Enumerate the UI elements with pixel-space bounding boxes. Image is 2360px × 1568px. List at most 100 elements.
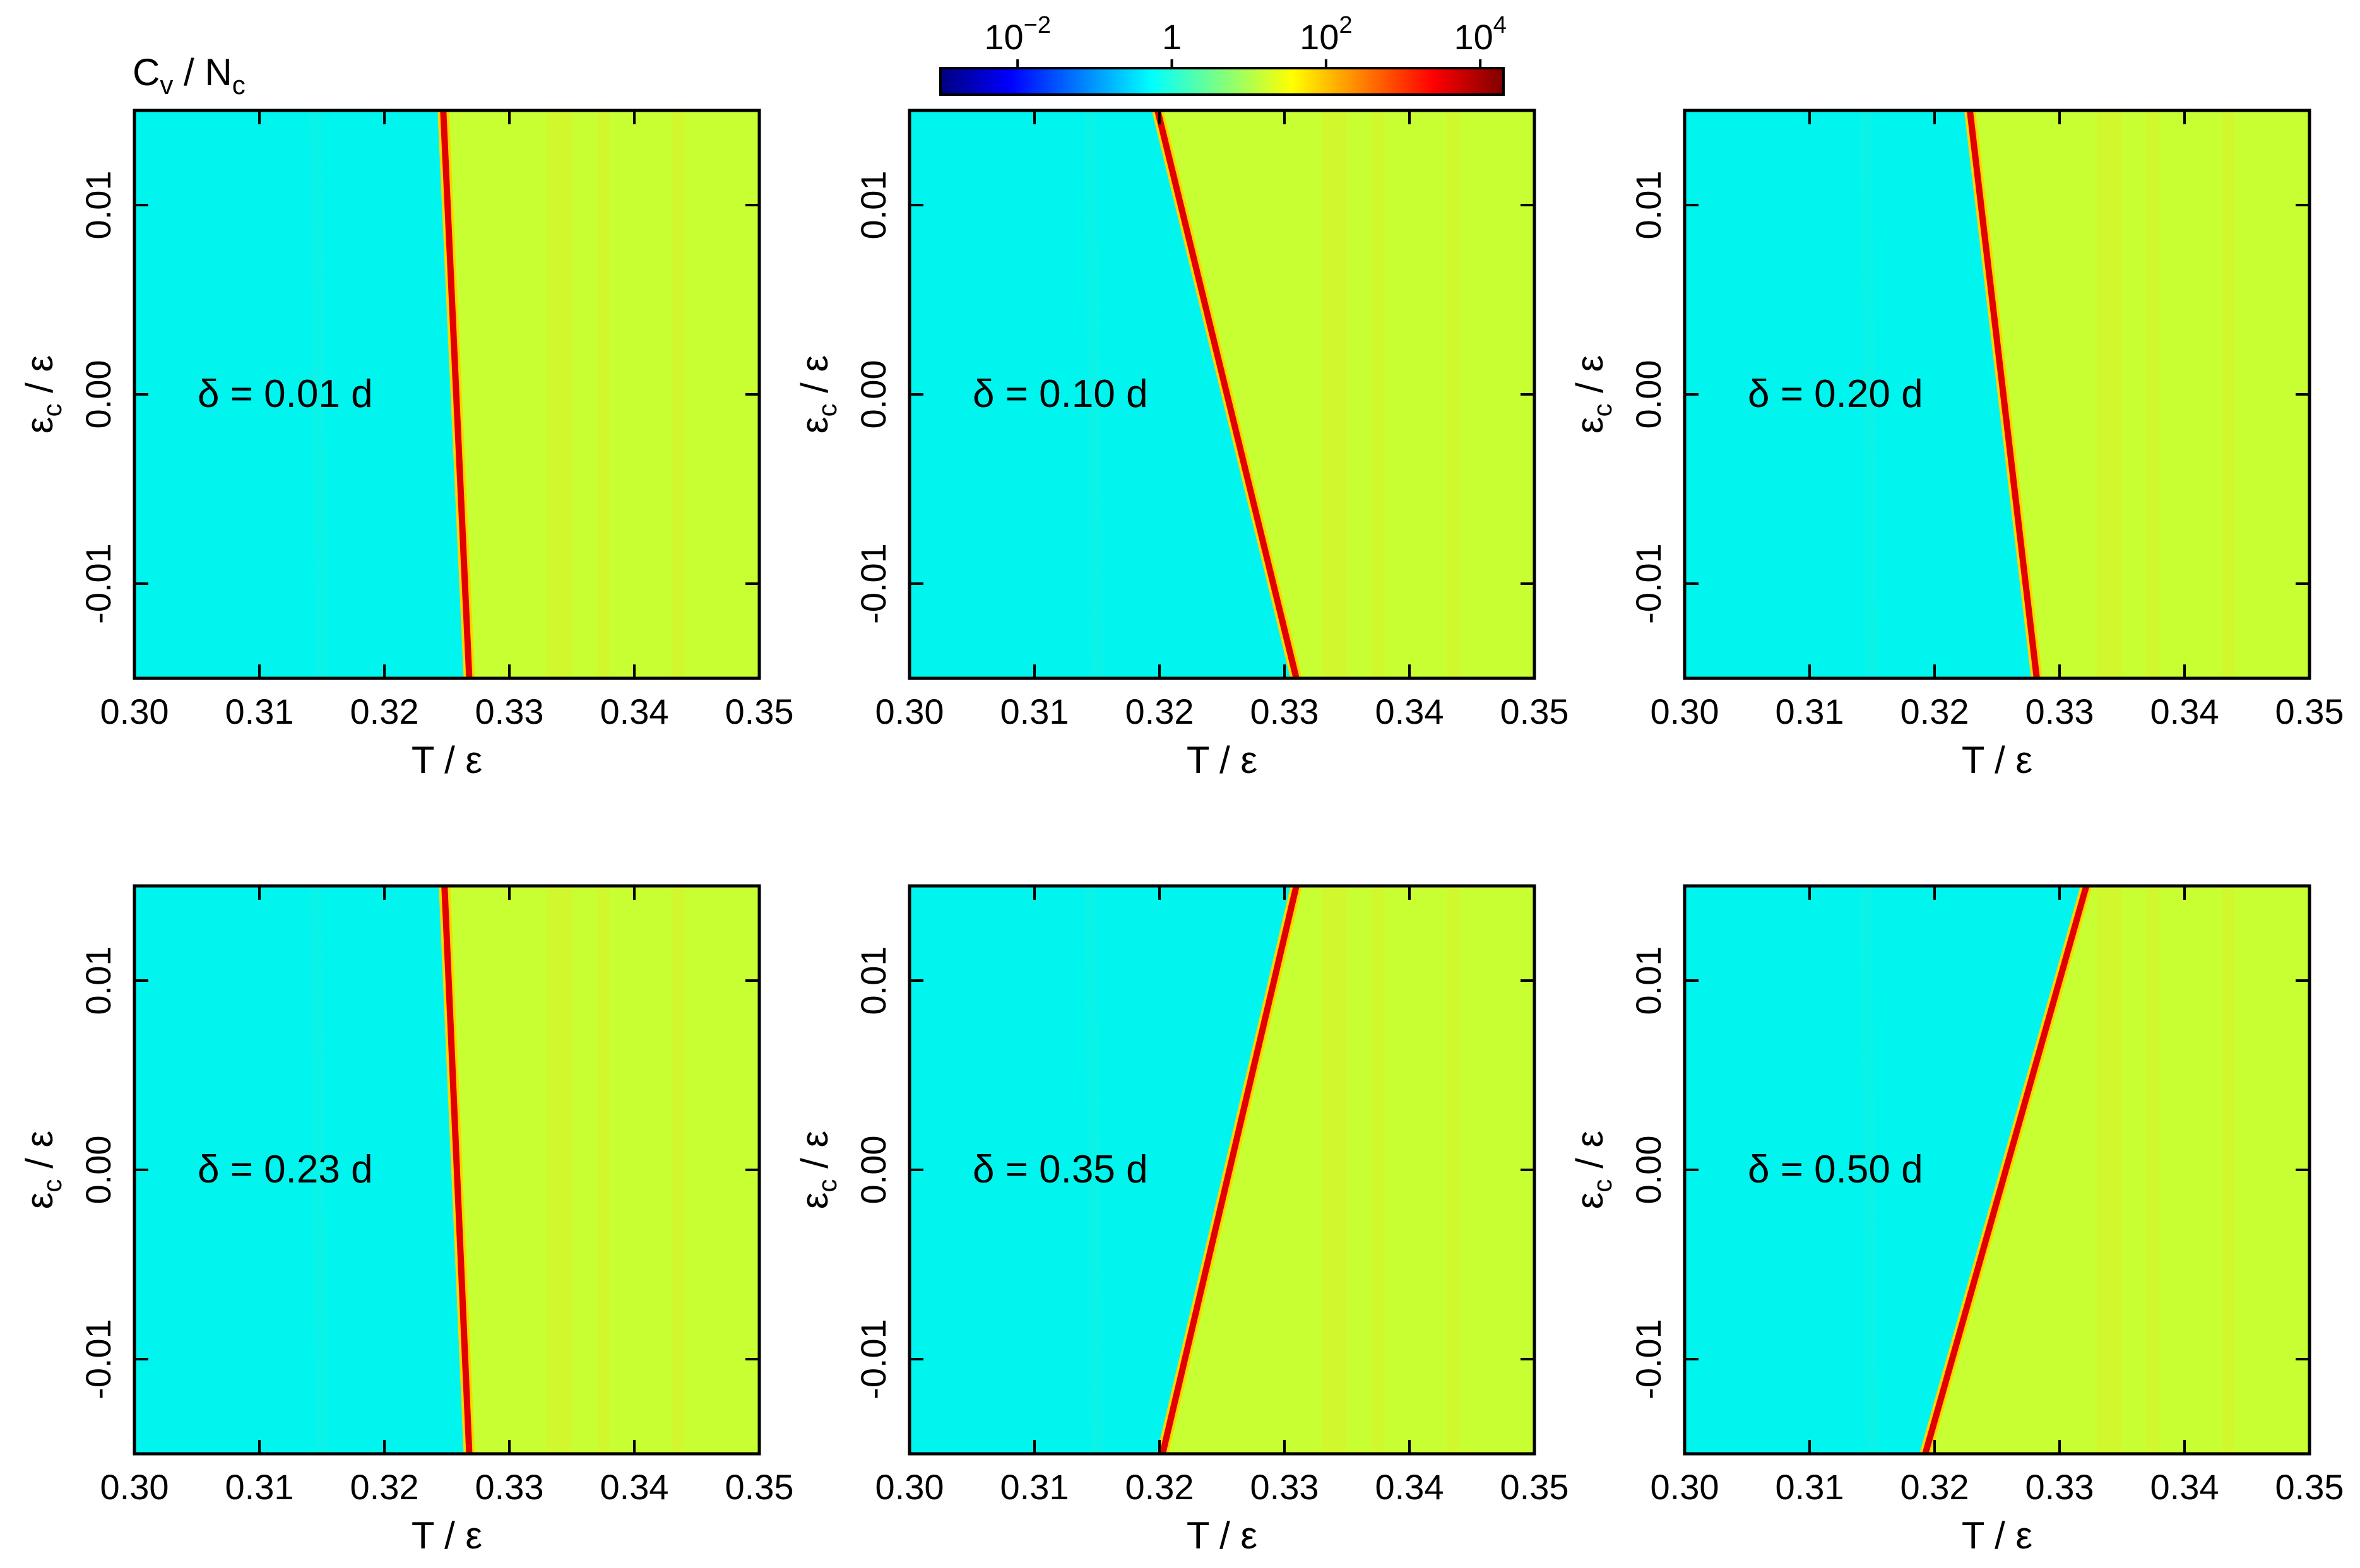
colorbar-tick-label: 102: [1300, 12, 1352, 57]
cold-texture: [1859, 886, 1878, 1454]
x-tick-label: 0.34: [1375, 1467, 1444, 1507]
x-tick-label: 0.34: [2150, 692, 2219, 731]
hot-texture: [672, 110, 685, 678]
cold-texture: [309, 886, 328, 1454]
heatmap-panel: 0.30 0.31 0.32 0.33 0.34 0.35 -0.01 0.00 0.01 T /…: [18, 884, 794, 1557]
cold-region: [910, 110, 1297, 678]
peak-ridge: [1154, 110, 1300, 678]
colorbar: 10−2 1 102 104 Cv / Nc: [133, 12, 1507, 100]
heatmap-panel: 0.30 0.31 0.32 0.33 0.34 0.35 -0.01 0.00 0.01 T /…: [793, 109, 1569, 781]
hot-texture: [2097, 886, 2122, 1454]
cold-texture: [1859, 110, 1878, 678]
y-tick-label: 0.01: [853, 946, 893, 1015]
y-tick-label: -0.01: [853, 543, 893, 624]
peak-ridge: [1966, 110, 2040, 678]
x-tick-label: 0.30: [1651, 692, 1719, 731]
peak-ridge: [1159, 886, 1300, 1454]
x-tick-label: 0.32: [350, 1467, 419, 1507]
y-axis-label: εc / ε: [793, 1131, 842, 1210]
heatmap-panel: 0.30 0.31 0.32 0.33 0.34 0.35 -0.01 0.00 0.01 T /…: [1568, 109, 2344, 781]
hot-texture: [672, 886, 685, 1454]
y-axis-label: εc / ε: [18, 355, 67, 434]
hot-texture: [1322, 110, 1347, 678]
x-tick-label: 0.34: [600, 692, 669, 731]
x-tick-label: 0.31: [1000, 1467, 1069, 1507]
x-tick-label: 0.30: [100, 1467, 169, 1507]
hot-texture: [2222, 886, 2235, 1454]
hot-texture: [1447, 110, 1460, 678]
x-tick-label: 0.33: [2025, 1467, 2094, 1507]
x-tick-label: 0.34: [2150, 1467, 2219, 1507]
x-tick-label: 0.30: [1651, 1467, 1719, 1507]
y-tick-label: 0.00: [853, 360, 893, 429]
heatmap-field: [910, 886, 1534, 1454]
x-tick-label: 0.31: [225, 1467, 294, 1507]
x-tick-label: 0.35: [2275, 1467, 2344, 1507]
y-axis-label: εc / ε: [1568, 1131, 1617, 1210]
x-tick-label: 0.31: [1776, 1467, 1844, 1507]
peak-ridge: [440, 110, 473, 678]
colorbar-tick-label: 1: [1162, 17, 1182, 57]
x-tick-label: 0.35: [725, 1467, 794, 1507]
hot-texture: [547, 110, 572, 678]
peak-ridge: [441, 886, 473, 1454]
colorbar-tick-label: 10−2: [984, 12, 1051, 57]
panel-annotation: δ = 0.23 d: [198, 1148, 373, 1191]
x-tick-label: 0.32: [1900, 1467, 1969, 1507]
heatmap-field: [1685, 110, 2310, 678]
x-tick-label: 0.33: [1250, 1467, 1319, 1507]
cold-texture: [1084, 886, 1103, 1454]
y-tick-label: 0.01: [853, 171, 893, 240]
x-axis-label: T / ε: [412, 739, 482, 781]
panel-annotation: δ = 0.50 d: [1748, 1148, 1923, 1191]
heatmap-field: [1685, 886, 2310, 1454]
y-tick-label: -0.01: [78, 543, 118, 624]
x-tick-label: 0.33: [475, 692, 544, 731]
y-tick-label: -0.01: [853, 1319, 893, 1400]
x-tick-label: 0.34: [600, 1467, 669, 1507]
colorbar-tick-label: 104: [1454, 12, 1507, 57]
hot-texture: [2147, 110, 2160, 678]
y-tick-label: 0.00: [1628, 360, 1668, 429]
hot-texture: [2222, 110, 2235, 678]
y-tick-label: 0.00: [78, 360, 118, 429]
x-tick-label: 0.33: [1250, 692, 1319, 731]
panel-annotation: δ = 0.01 d: [198, 372, 373, 416]
y-tick-label: 0.01: [1628, 171, 1668, 240]
x-tick-label: 0.35: [725, 692, 794, 731]
colorbar-gradient: [939, 67, 1505, 96]
x-axis-label: T / ε: [1962, 1514, 2032, 1557]
y-axis-label: εc / ε: [1568, 355, 1617, 434]
y-tick-label: 0.00: [1628, 1136, 1668, 1205]
cold-region: [1685, 886, 2087, 1454]
x-tick-label: 0.33: [2025, 692, 2094, 731]
x-axis-label: T / ε: [1187, 739, 1257, 781]
heatmap-field: [134, 886, 759, 1454]
y-tick-label: -0.01: [78, 1319, 118, 1400]
cold-region: [134, 110, 470, 678]
y-axis-label: εc / ε: [793, 355, 842, 434]
heatmap-panels: 0.30 0.31 0.32 0.33 0.34 0.35 -0.01 0.00 0.01 T /…: [18, 109, 2344, 1557]
panel-annotation: δ = 0.10 d: [973, 372, 1148, 416]
x-tick-label: 0.31: [1776, 692, 1844, 731]
hot-texture: [547, 886, 572, 1454]
heatmap-panel: 0.30 0.31 0.32 0.33 0.34 0.35 -0.01 0.00 0.01 T /…: [1568, 884, 2344, 1557]
cold-texture: [309, 110, 328, 678]
x-tick-label: 0.30: [100, 692, 169, 731]
x-axis-label: T / ε: [412, 1514, 482, 1557]
cold-texture: [1084, 110, 1103, 678]
y-tick-label: 0.00: [853, 1136, 893, 1205]
colorbar-title: Cv / Nc: [133, 51, 246, 100]
x-tick-label: 0.30: [875, 1467, 944, 1507]
hot-texture: [2147, 886, 2160, 1454]
hot-texture: [1447, 886, 1460, 1454]
x-tick-label: 0.35: [1500, 692, 1569, 731]
x-tick-label: 0.32: [1900, 692, 1969, 731]
hot-texture: [2097, 110, 2122, 678]
y-tick-label: 0.01: [78, 171, 118, 240]
y-tick-label: 0.01: [78, 946, 118, 1015]
hot-texture: [1372, 110, 1385, 678]
panel-annotation: δ = 0.35 d: [973, 1148, 1148, 1191]
x-tick-label: 0.32: [1125, 692, 1194, 731]
x-tick-label: 0.32: [1125, 1467, 1194, 1507]
